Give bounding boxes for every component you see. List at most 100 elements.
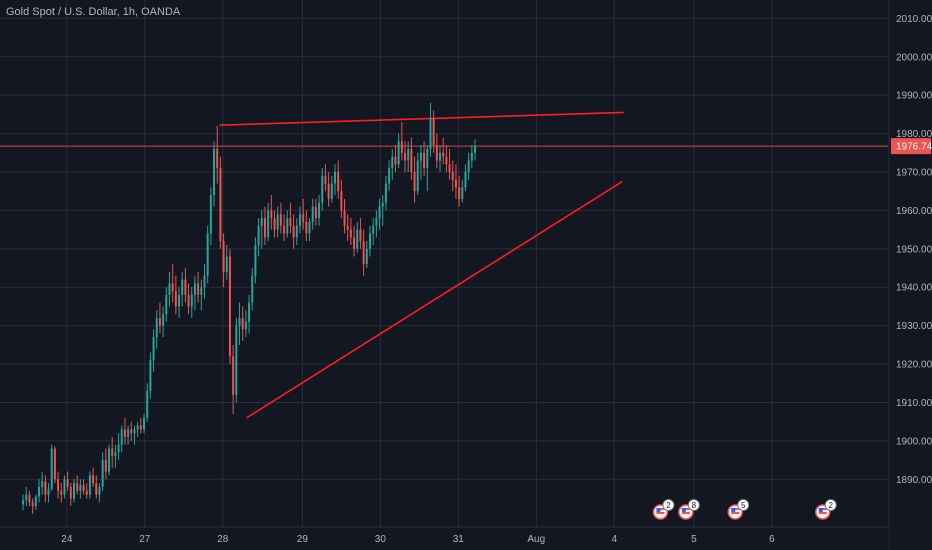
candle	[356, 221, 359, 253]
candle-body	[321, 175, 324, 203]
candle	[184, 268, 187, 303]
candle	[213, 141, 216, 207]
candle-body	[279, 214, 282, 226]
candle-body	[248, 302, 251, 322]
price-tick-label: 1960.000	[896, 206, 932, 217]
candle	[384, 175, 387, 211]
candle-body	[384, 183, 387, 203]
candle-body	[203, 275, 206, 288]
candle-body	[41, 481, 44, 487]
candle	[267, 202, 270, 242]
price-tick-label: 1950.000	[896, 244, 932, 255]
candle-body	[263, 218, 266, 238]
candle-body	[139, 425, 142, 430]
candle-body	[222, 241, 225, 272]
candle	[314, 198, 317, 226]
candle	[174, 275, 177, 315]
candle-body	[187, 294, 190, 307]
candle-body	[429, 118, 432, 149]
candle	[130, 421, 133, 441]
candle	[28, 490, 31, 507]
candle-body	[298, 214, 301, 226]
time-axis-bg	[0, 527, 889, 550]
candle	[37, 479, 40, 503]
price-tick-label: 1970.000	[896, 168, 932, 179]
candle-body	[168, 283, 171, 295]
candle-body	[127, 429, 130, 438]
time-tick-label: 30	[375, 534, 387, 545]
candle	[168, 271, 171, 307]
economic-event-flag-icon[interactable]: 8	[678, 499, 700, 520]
candle	[470, 145, 473, 169]
candle	[22, 494, 25, 510]
candle	[248, 294, 251, 334]
economic-event-flag-icon[interactable]: 2	[652, 499, 675, 520]
candle-body	[101, 460, 104, 487]
candle-body	[359, 229, 362, 242]
candle	[474, 139, 477, 161]
time-tick-label: Aug	[527, 534, 545, 545]
candle-body	[442, 152, 445, 157]
candle-body	[22, 500, 25, 505]
candle	[400, 122, 403, 161]
candle	[178, 287, 181, 318]
candle-body	[152, 337, 155, 361]
candle-body	[225, 256, 228, 272]
candle-body	[381, 202, 384, 207]
candle-body	[254, 244, 257, 276]
price-tick-label: 1990.000	[896, 91, 932, 102]
candle	[451, 160, 454, 192]
flag-stripe	[656, 512, 665, 514]
trendlines	[219, 111, 624, 419]
price-tick-label: 1890.000	[896, 475, 932, 486]
candle	[25, 486, 28, 507]
candle	[439, 145, 442, 172]
candle-body	[308, 221, 311, 234]
candle	[69, 483, 72, 507]
candle-body	[31, 502, 34, 507]
price-tick-label: 2000.000	[896, 52, 932, 63]
candle	[286, 210, 289, 238]
candle-body	[79, 485, 82, 491]
candle	[79, 479, 82, 499]
candle-body	[343, 210, 346, 226]
candle-body	[120, 429, 123, 445]
candle-body	[289, 218, 292, 226]
candle-body	[391, 156, 394, 169]
candle-body	[228, 256, 231, 357]
time-axis[interactable]: 24 27 28 29 30 31 Aug 4 5 6	[0, 526, 889, 550]
candle-body	[388, 168, 391, 184]
candle	[95, 475, 98, 499]
candle-body	[34, 496, 37, 507]
candle	[461, 179, 464, 203]
candle	[235, 317, 238, 403]
candle	[165, 287, 168, 322]
candle	[171, 264, 174, 303]
candle	[413, 156, 416, 203]
candle	[206, 225, 209, 284]
candle-body	[76, 483, 79, 491]
economic-event-flag-icon[interactable]: 2	[815, 499, 837, 520]
candle	[85, 483, 88, 499]
support-trendline	[246, 180, 623, 419]
price-axis[interactable]: 1890.000 1900.000 1910.000 1920.000 1930.000…	[888, 0, 932, 550]
candle	[146, 383, 149, 422]
candle	[327, 172, 330, 207]
event-markers: 2 8 5 2	[652, 499, 837, 520]
candle-body	[451, 172, 454, 180]
candle	[349, 218, 352, 245]
candle	[362, 229, 365, 276]
candle	[263, 206, 266, 245]
candle-body	[133, 429, 136, 434]
event-count-label: 5	[741, 501, 746, 510]
candle-body	[60, 490, 63, 495]
time-tick-label: 28	[217, 534, 229, 545]
candle	[136, 421, 139, 438]
candle	[372, 218, 375, 245]
candle-body	[419, 152, 422, 161]
candle-body	[190, 294, 193, 307]
economic-event-flag-icon[interactable]: 5	[727, 499, 750, 520]
candle-body	[244, 321, 247, 330]
candle	[394, 145, 397, 172]
